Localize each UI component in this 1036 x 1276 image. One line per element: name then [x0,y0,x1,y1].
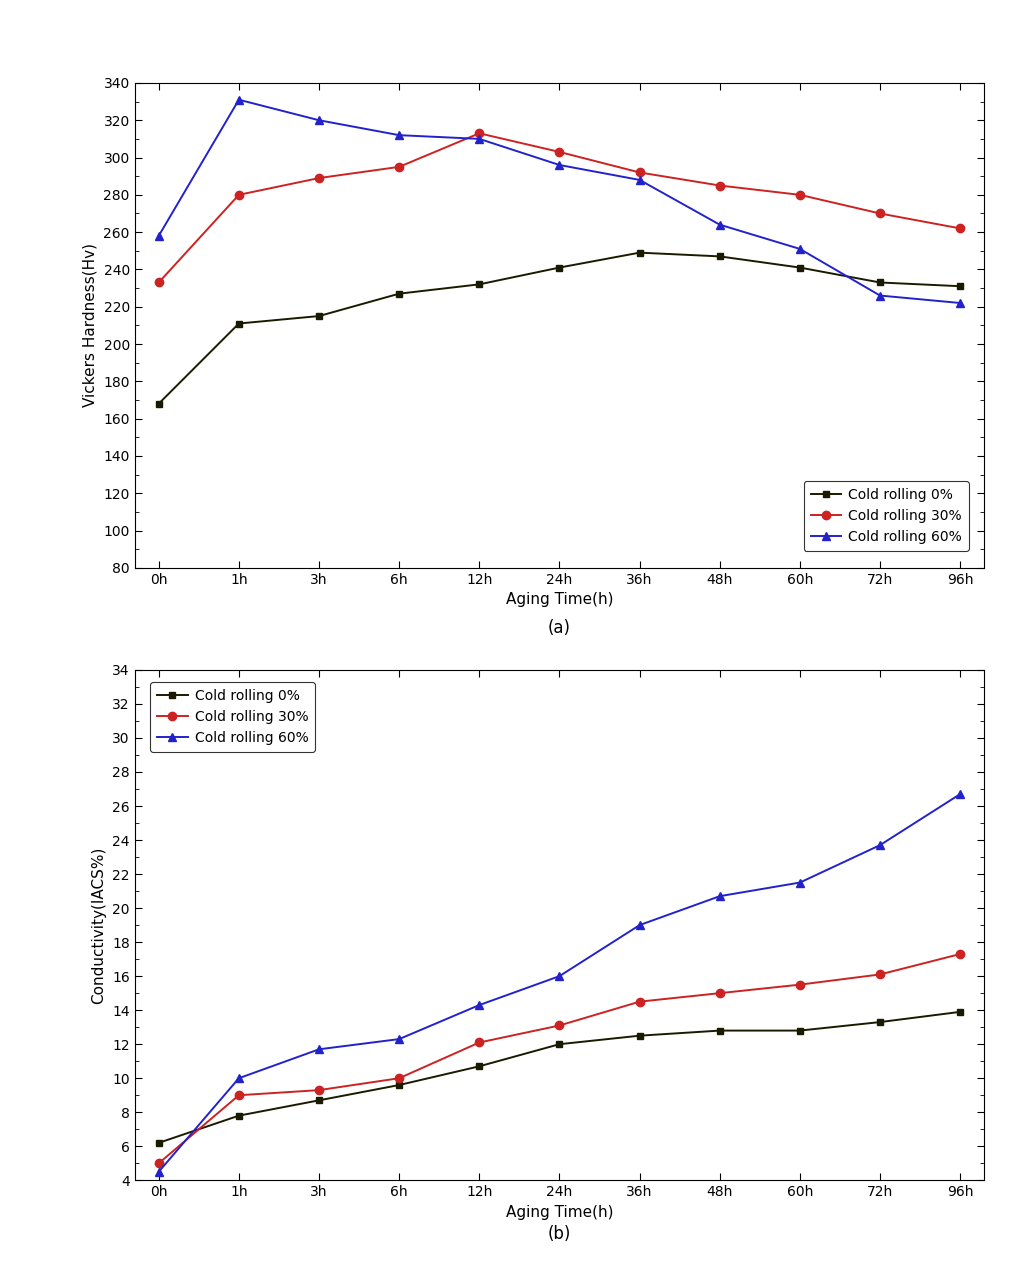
Cold rolling 30% [873,205,886,221]
Cold rolling 0% [553,1036,566,1051]
Legend: Cold rolling 0%, Cold rolling 30%, Cold rolling 60%: Cold rolling 0%, Cold rolling 30%, Cold … [804,481,969,551]
Cold rolling 60% [794,875,806,891]
Line: Cold rolling 0%: Cold rolling 0% [155,1008,963,1146]
Cold rolling 0% [714,249,726,264]
Cold rolling 60% [313,112,325,128]
Cold rolling 30% [553,1018,566,1034]
Cold rolling 0% [633,245,645,260]
Line: Cold rolling 60%: Cold rolling 60% [154,96,965,308]
Cold rolling 60% [152,228,165,244]
Cold rolling 30% [714,177,726,193]
Cold rolling 30% [473,1035,486,1050]
Cold rolling 30% [152,274,165,290]
X-axis label: Aging Time(h): Aging Time(h) [506,1205,613,1220]
X-axis label: Aging Time(h): Aging Time(h) [506,592,613,607]
Cold rolling 30% [313,171,325,186]
Cold rolling 60% [313,1041,325,1057]
Cold rolling 60% [954,786,967,801]
Cold rolling 0% [473,277,486,292]
Cold rolling 60% [873,288,886,304]
Cold rolling 60% [473,131,486,147]
Cold rolling 30% [393,1071,405,1086]
Cold rolling 30% [794,188,806,203]
Cold rolling 60% [954,295,967,310]
Cold rolling 0% [954,278,967,293]
Cold rolling 60% [473,998,486,1013]
Text: (a): (a) [548,619,571,637]
Text: (b): (b) [548,1225,571,1243]
Cold rolling 0% [152,396,165,411]
Cold rolling 30% [313,1082,325,1097]
Cold rolling 0% [873,274,886,290]
Cold rolling 60% [794,241,806,256]
Cold rolling 30% [873,967,886,983]
Cold rolling 30% [714,985,726,1000]
Cold rolling 30% [233,188,246,203]
Cold rolling 0% [313,309,325,324]
Cold rolling 0% [794,260,806,276]
Cold rolling 60% [714,888,726,903]
Cold rolling 0% [233,1108,246,1123]
Cold rolling 60% [233,1071,246,1086]
Cold rolling 60% [553,157,566,172]
Cold rolling 0% [714,1023,726,1039]
Cold rolling 60% [233,92,246,107]
Cold rolling 0% [873,1014,886,1030]
Cold rolling 0% [233,316,246,332]
Cold rolling 60% [152,1164,165,1179]
Cold rolling 0% [794,1023,806,1039]
Cold rolling 0% [313,1092,325,1108]
Cold rolling 30% [633,994,645,1009]
Cold rolling 30% [152,1156,165,1171]
Cold rolling 30% [393,160,405,175]
Cold rolling 60% [393,1031,405,1046]
Cold rolling 0% [553,260,566,276]
Cold rolling 30% [553,144,566,160]
Legend: Cold rolling 0%, Cold rolling 30%, Cold rolling 60%: Cold rolling 0%, Cold rolling 30%, Cold … [150,681,315,752]
Cold rolling 60% [714,217,726,232]
Cold rolling 0% [393,286,405,301]
Y-axis label: Vickers Hardness(Hv): Vickers Hardness(Hv) [83,244,97,407]
Cold rolling 30% [794,977,806,993]
Line: Cold rolling 60%: Cold rolling 60% [154,790,965,1176]
Cold rolling 0% [473,1059,486,1074]
Y-axis label: Conductivity(IACS%): Conductivity(IACS%) [91,846,107,1004]
Line: Cold rolling 30%: Cold rolling 30% [154,129,965,287]
Cold rolling 30% [233,1087,246,1102]
Cold rolling 30% [633,165,645,180]
Cold rolling 0% [954,1004,967,1020]
Cold rolling 60% [633,917,645,933]
Cold rolling 0% [393,1077,405,1092]
Line: Cold rolling 30%: Cold rolling 30% [154,949,965,1168]
Cold rolling 30% [954,221,967,236]
Cold rolling 0% [152,1136,165,1151]
Cold rolling 60% [553,968,566,984]
Line: Cold rolling 0%: Cold rolling 0% [155,249,963,407]
Cold rolling 60% [633,172,645,188]
Cold rolling 60% [393,128,405,143]
Cold rolling 60% [873,837,886,852]
Cold rolling 30% [473,125,486,140]
Cold rolling 0% [633,1028,645,1044]
Cold rolling 30% [954,947,967,962]
